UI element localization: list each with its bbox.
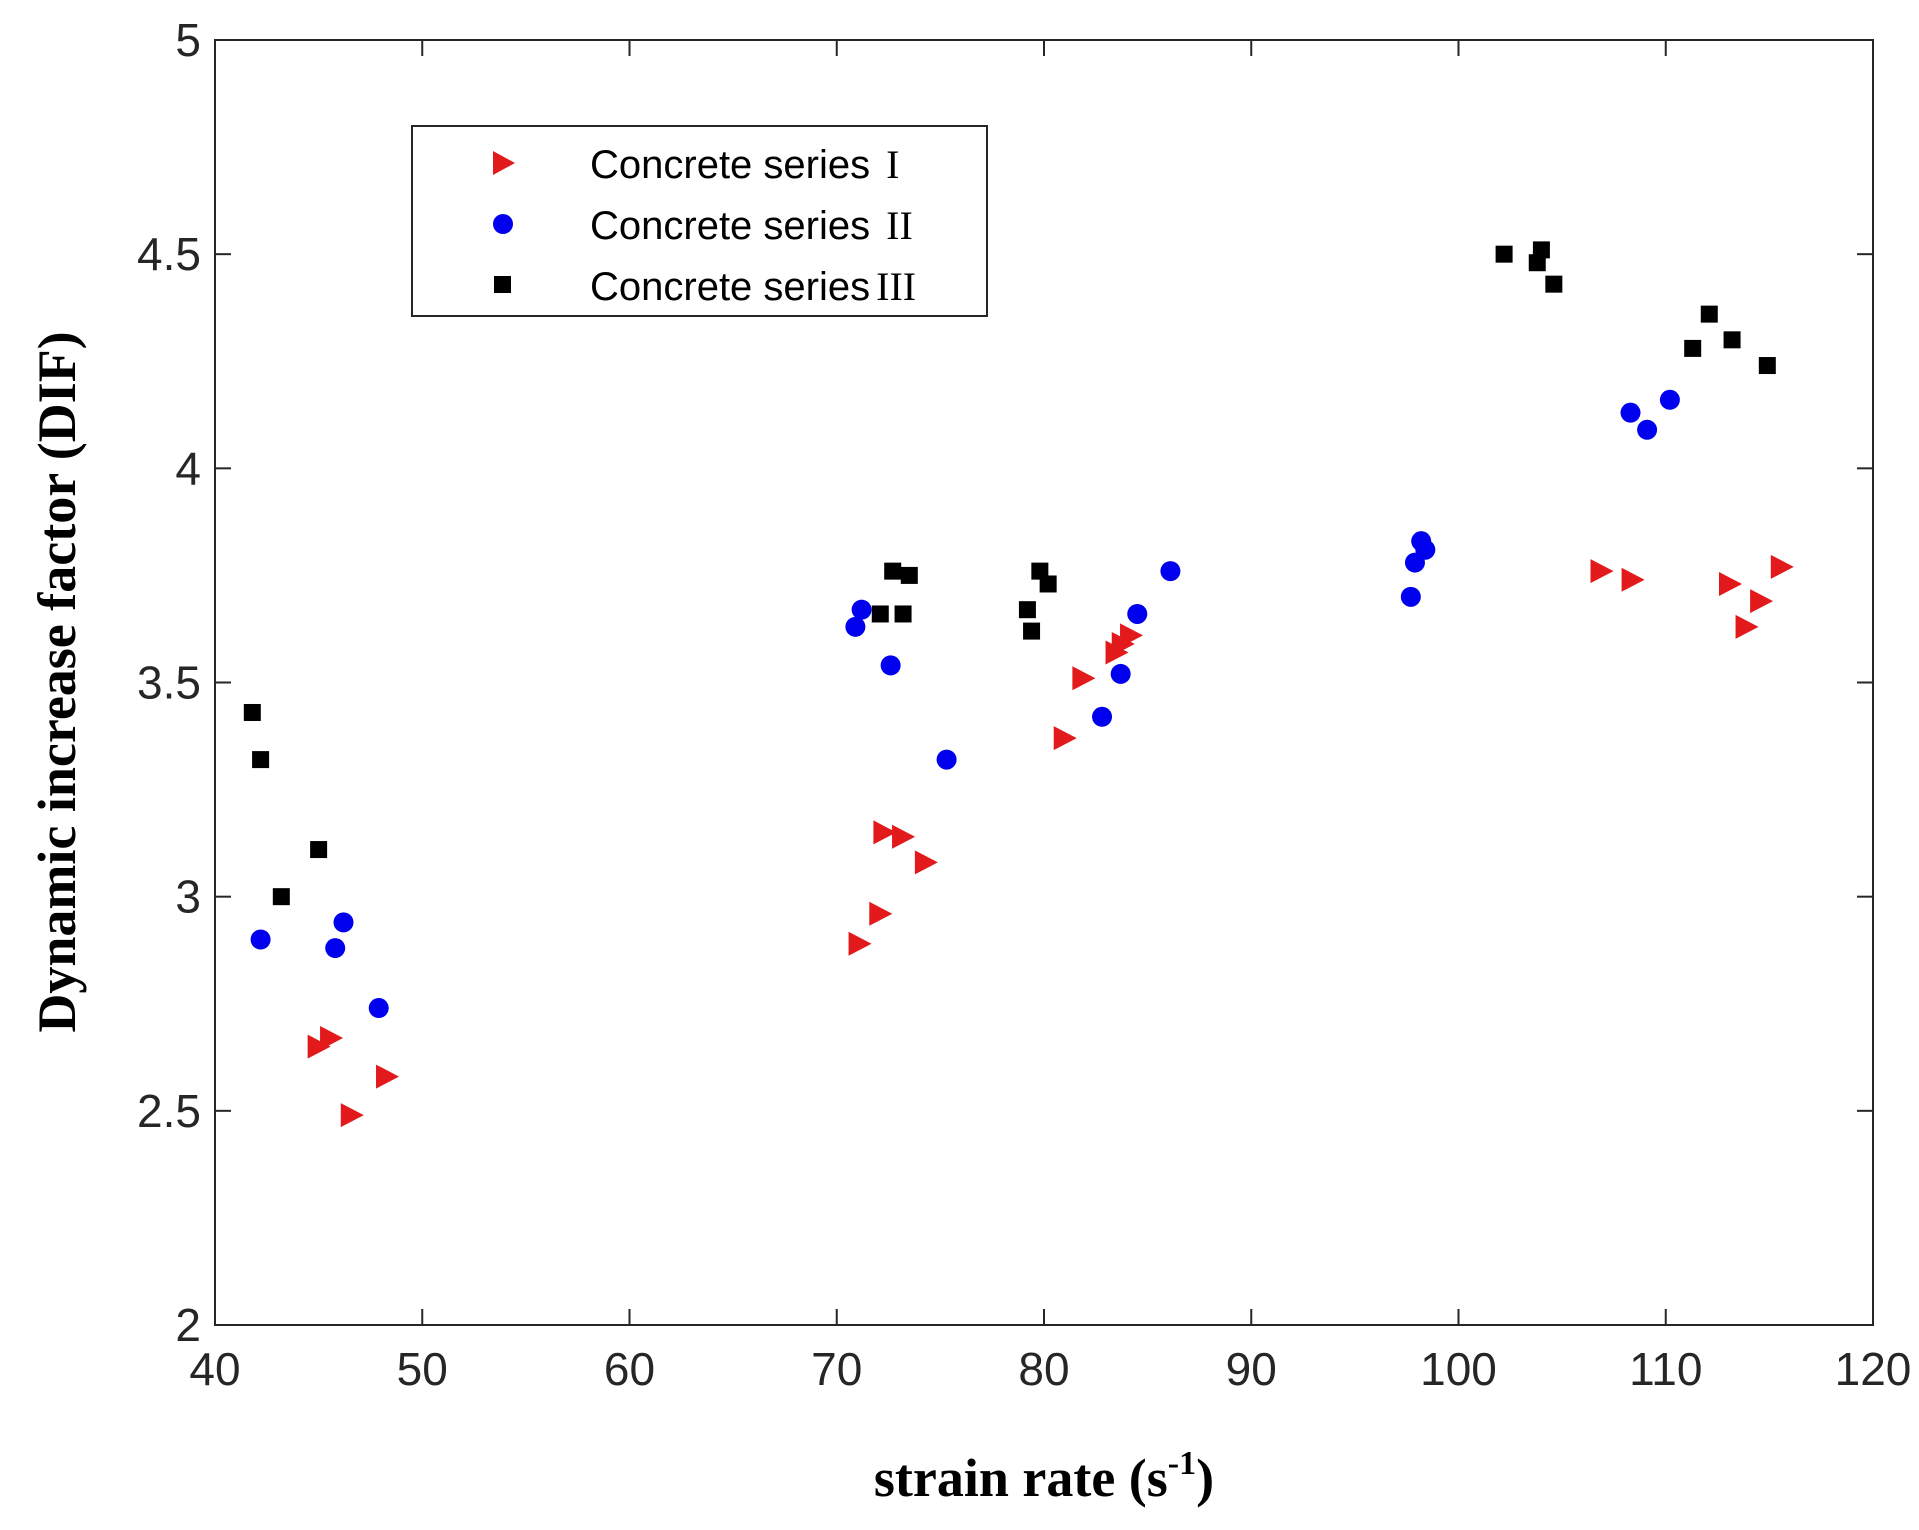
y-axis: 2 2.5 3 3.5 4 4.5 5 <box>137 14 1873 1351</box>
data-point-series-1 <box>869 901 893 926</box>
data-point-series-2 <box>250 929 271 950</box>
legend-label-series-2: Concrete series II <box>590 203 913 248</box>
data-point-series-1 <box>320 1026 344 1051</box>
data-point-series-3 <box>1528 254 1546 272</box>
x-tick-label: 80 <box>1018 1343 1069 1395</box>
data-point-series-1 <box>1072 666 1096 691</box>
data-point-series-3 <box>310 841 328 859</box>
data-point-series-1 <box>1770 554 1794 579</box>
data-point-series-3 <box>1532 241 1550 259</box>
y-tick-label: 2 <box>175 1299 201 1351</box>
x-tick-label: 60 <box>604 1343 655 1395</box>
legend: Concrete series I Concrete series II Concr… <box>411 125 988 317</box>
data-point-series-2 <box>1160 561 1181 582</box>
data-point-series-1 <box>914 850 938 875</box>
data-point-series-2 <box>1620 402 1641 423</box>
x-axis-title-text: strain rate (s <box>874 1448 1168 1508</box>
data-point-series-2 <box>936 749 957 770</box>
data-point-series-1 <box>873 820 897 845</box>
data-point-series-2 <box>325 938 346 959</box>
data-point-series-2 <box>368 998 389 1019</box>
y-tick-label: 4 <box>175 442 201 494</box>
data-point-series-3 <box>1723 331 1741 349</box>
x-tick-label: 100 <box>1420 1343 1497 1395</box>
data-point-series-1 <box>1750 589 1774 614</box>
data-point-series-2 <box>1400 586 1421 607</box>
x-tick-label: 120 <box>1835 1343 1912 1395</box>
legend-square-marker <box>494 276 511 293</box>
data-point-series-3 <box>1031 562 1049 580</box>
data-point-series-2 <box>880 655 901 676</box>
data-point-series-3 <box>1758 357 1776 375</box>
legend-triangle-marker <box>493 151 515 175</box>
data-point-series-1 <box>1735 614 1759 639</box>
data-point-series-3 <box>243 703 261 721</box>
x-axis-title: strain rate (s-1) <box>874 1445 1214 1508</box>
data-point-series-1 <box>1590 559 1614 584</box>
y-tick-label: 5 <box>175 14 201 66</box>
legend-numeral-series-3: III <box>876 264 916 309</box>
x-tick-label: 90 <box>1226 1343 1277 1395</box>
data-point-series-3 <box>1545 275 1563 293</box>
data-point-series-3 <box>1023 622 1041 640</box>
data-point-series-3 <box>252 751 270 769</box>
data-point-series-2 <box>1659 389 1680 410</box>
x-axis-title-close: ) <box>1196 1448 1214 1508</box>
data-point-series-2 <box>845 616 866 637</box>
legend-label-series-1: Concrete series I <box>590 142 899 187</box>
x-axis: 40 50 60 70 80 90 100 110 120 <box>189 40 1911 1395</box>
data-point-series-3 <box>1700 305 1718 323</box>
data-point-series-2 <box>1092 706 1113 727</box>
y-tick-label: 4.5 <box>137 228 201 280</box>
legend-circle-marker <box>493 214 513 234</box>
data-points <box>243 241 1794 1128</box>
data-point-series-1 <box>1120 623 1144 648</box>
x-tick-label: 110 <box>1629 1343 1702 1395</box>
data-point-series-3 <box>884 562 902 580</box>
data-point-series-3 <box>1495 245 1513 263</box>
legend-numeral-series-2: II <box>886 203 913 248</box>
x-tick-label: 40 <box>189 1343 240 1395</box>
data-point-series-3 <box>1684 339 1702 357</box>
legend-label-series-3: Concrete series III <box>590 264 916 309</box>
data-point-series-2 <box>1110 663 1131 684</box>
data-point-series-3 <box>1018 601 1036 619</box>
data-point-series-1 <box>1053 726 1077 751</box>
x-tick-label: 70 <box>811 1343 862 1395</box>
data-point-series-1 <box>376 1064 400 1089</box>
data-point-series-2 <box>333 912 354 933</box>
y-tick-label: 2.5 <box>137 1085 201 1137</box>
data-point-series-2 <box>1127 603 1148 624</box>
data-point-series-1 <box>892 824 916 849</box>
data-point-series-1 <box>1718 571 1742 596</box>
data-point-series-2 <box>1415 539 1436 560</box>
data-point-series-1 <box>340 1103 364 1128</box>
y-axis-title: Dynamic increase factor (DIF) <box>27 331 87 1032</box>
x-tick-label: 50 <box>397 1343 448 1395</box>
data-point-series-3 <box>871 605 889 623</box>
data-point-series-1 <box>848 931 872 956</box>
data-point-series-2 <box>851 599 872 620</box>
data-point-series-2 <box>1637 419 1658 440</box>
legend-numeral-series-1: I <box>886 142 899 187</box>
data-point-series-1 <box>1621 567 1645 592</box>
x-axis-title-superscript: -1 <box>1168 1445 1196 1482</box>
data-point-series-1 <box>307 1034 331 1059</box>
data-point-series-3 <box>1039 575 1057 593</box>
data-point-series-3 <box>272 888 290 906</box>
data-point-series-3 <box>900 566 918 584</box>
y-tick-label: 3 <box>175 871 201 923</box>
data-point-series-3 <box>894 605 912 623</box>
y-tick-label: 3.5 <box>137 657 201 709</box>
